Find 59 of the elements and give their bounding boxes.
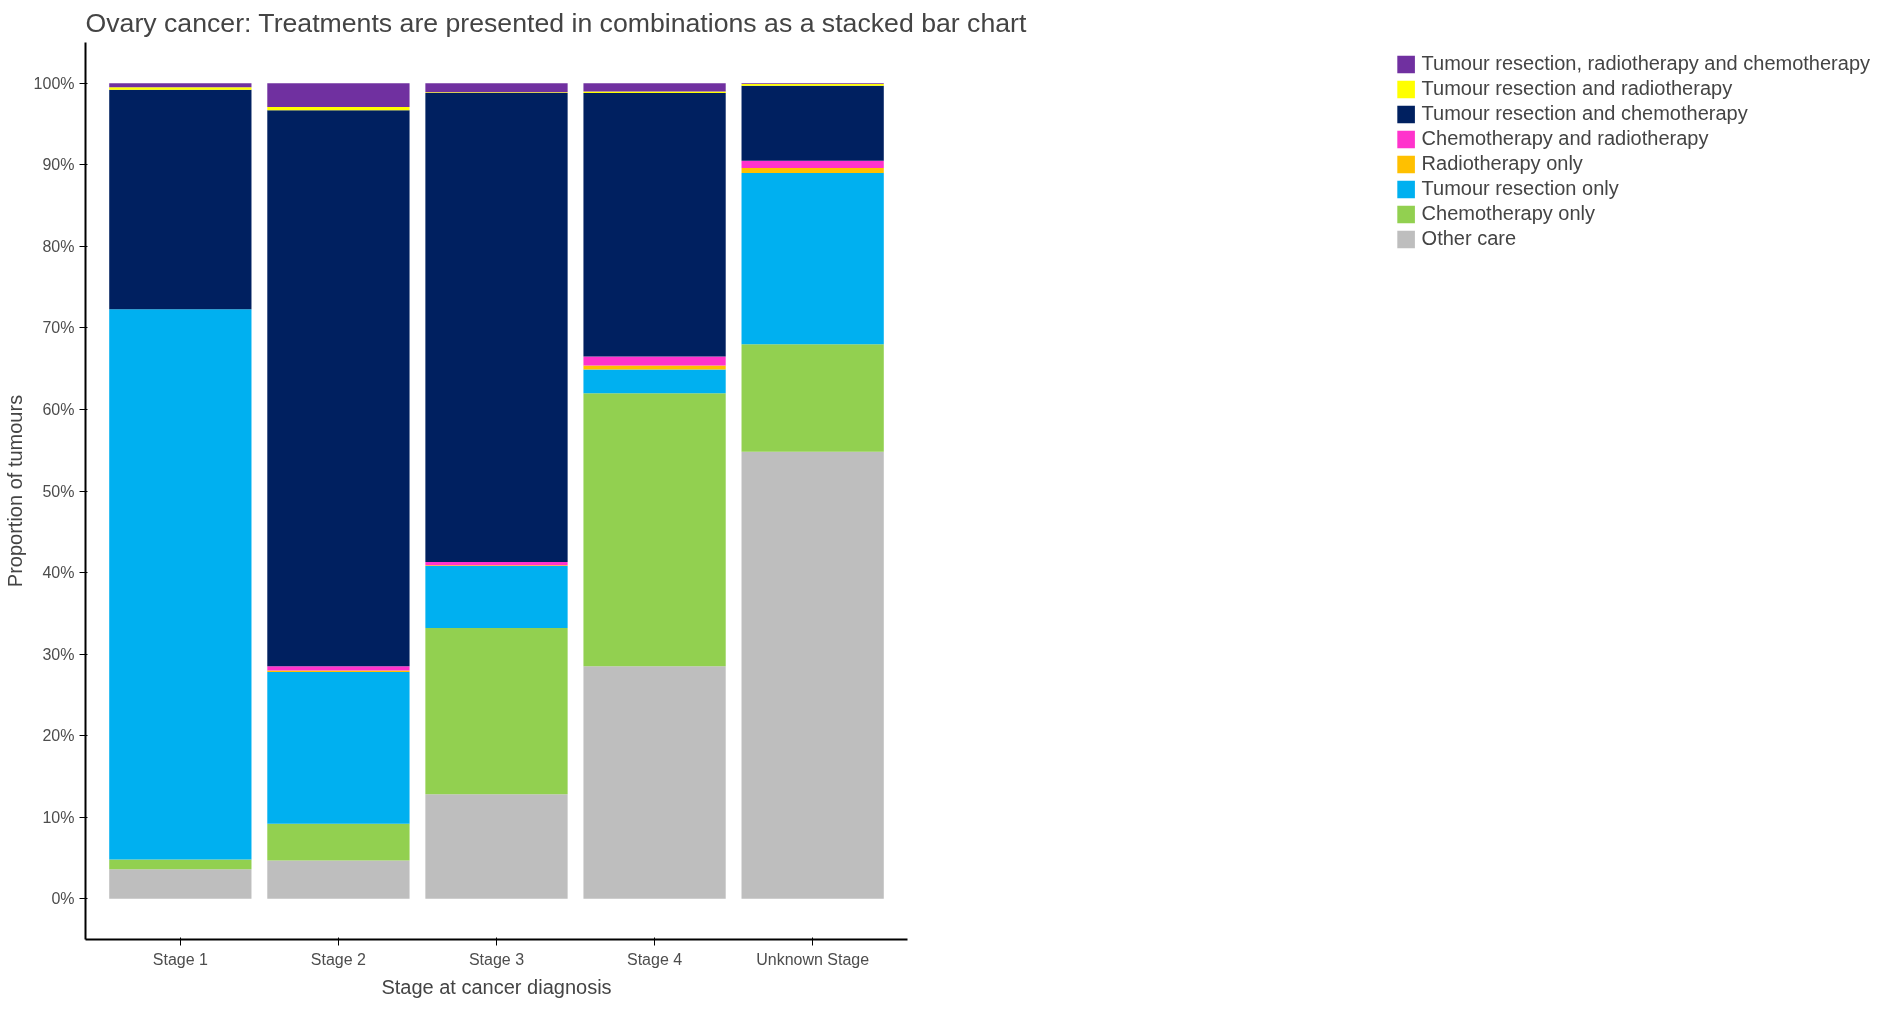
- bar: [267, 823, 410, 861]
- y-tick-label: 40%: [42, 564, 75, 582]
- bar: [583, 393, 726, 667]
- bar: [109, 869, 252, 899]
- bar: [425, 93, 568, 562]
- bar: [425, 566, 568, 628]
- bar: [741, 168, 884, 173]
- bar: [267, 106, 410, 111]
- x-tick-label: Stage 3: [468, 950, 525, 968]
- bar: [267, 83, 410, 107]
- bar: [267, 110, 410, 667]
- legend-label: Tumour resection only: [1421, 177, 1619, 200]
- y-tick-label: 30%: [42, 645, 75, 663]
- x-tick-label: Stage 1: [152, 950, 209, 968]
- bar: [267, 672, 410, 824]
- y-tick-label: 100%: [33, 74, 75, 92]
- bar: [109, 309, 252, 860]
- chart-title: Ovary cancer: Treatments are presented in combinations as a stacked bar chart: [85, 7, 1027, 38]
- bar: [267, 666, 410, 671]
- bar: [109, 89, 252, 310]
- legend-label: Radiotherapy only: [1421, 152, 1583, 175]
- x-tick-label: Stage 4: [627, 950, 683, 968]
- bar: [109, 83, 252, 88]
- y-tick-label: 50%: [42, 482, 75, 500]
- bar: [425, 628, 568, 795]
- bar: [741, 451, 884, 899]
- y-tick-label: 0%: [51, 890, 75, 908]
- bar: [741, 160, 884, 169]
- bar: [109, 859, 252, 870]
- legend-label: Other care: [1421, 227, 1517, 250]
- bar: [741, 85, 884, 161]
- bar: [583, 369, 726, 394]
- y-tick-label: 20%: [42, 727, 75, 745]
- x-tick-label: Unknown Stage: [756, 950, 870, 968]
- bar: [425, 794, 568, 899]
- bar: [583, 666, 726, 899]
- bar: [741, 172, 884, 345]
- bar: [425, 83, 568, 93]
- bar: [267, 860, 410, 899]
- y-tick-label: 90%: [42, 156, 75, 174]
- bar: [741, 344, 884, 452]
- legend-label: Tumour resection and radiotherapy: [1421, 77, 1733, 100]
- x-axis-title: Stage at cancer diagnosis: [381, 975, 612, 998]
- legend-label: Tumour resection and chemotherapy: [1421, 102, 1748, 125]
- bar: [583, 365, 726, 370]
- legend-label: Chemotherapy and radiotherapy: [1421, 127, 1709, 150]
- y-tick-label: 10%: [42, 808, 75, 826]
- legend-label: Tumour resection, radiotherapy and chemotherapy: [1421, 52, 1870, 75]
- y-tick-label: 60%: [42, 400, 75, 418]
- bar: [109, 87, 252, 90]
- legend-label: Chemotherapy only: [1421, 202, 1596, 225]
- bar: [425, 561, 568, 566]
- y-tick-label: 70%: [42, 319, 75, 337]
- y-axis-title: Proportion of tumours: [3, 394, 26, 588]
- bar: [583, 356, 726, 366]
- bar: [583, 93, 726, 357]
- x-tick-label: Stage 2: [310, 950, 367, 968]
- y-tick-label: 80%: [42, 237, 75, 255]
- bar: [583, 83, 726, 92]
